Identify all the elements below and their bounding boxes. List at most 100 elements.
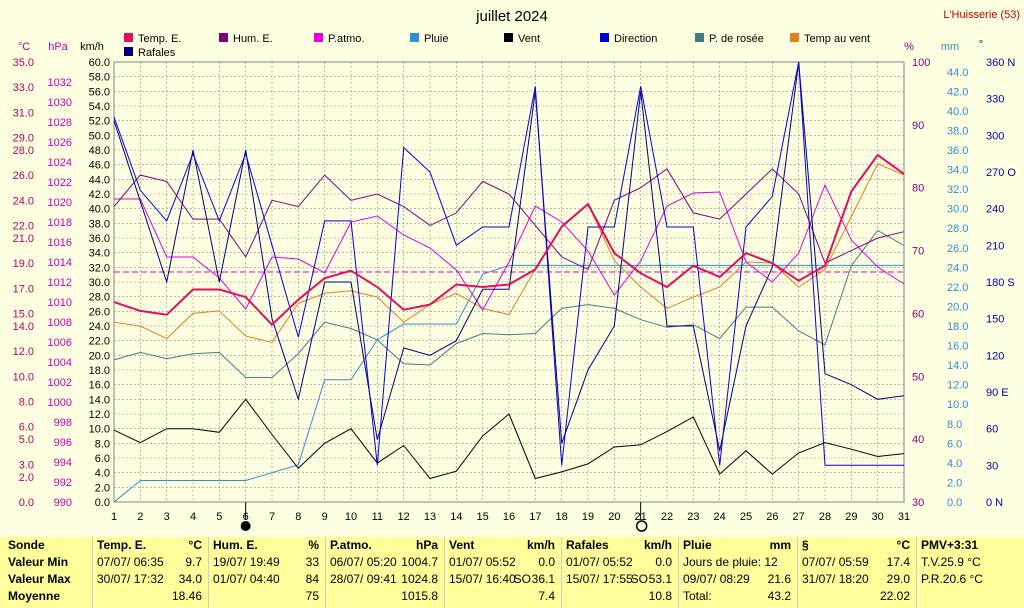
axis-tick-label-rain: 22.0 xyxy=(947,282,968,294)
axis-tick-label-press: 1018 xyxy=(48,217,72,229)
min-datetime: 19/07/ 19:49 xyxy=(213,555,280,569)
axis-tick-label-dir: 270 O xyxy=(986,167,1016,179)
legend-label: Rafales xyxy=(138,47,176,59)
series-line-p-de-ros-e xyxy=(113,229,905,378)
min-datetime: 01/07/ 05:52 xyxy=(566,555,633,569)
min-row: 07/07/ 06:35 9.7 xyxy=(93,554,208,571)
section-header: Vent km/h xyxy=(445,537,561,554)
axis-tick-label-speed: 12.0 xyxy=(89,409,110,421)
axis-tick-label-dir: 30 xyxy=(986,460,998,472)
summary-row-labels: Sonde Valeur Min Valeur Max Moyenne xyxy=(0,537,92,608)
min-row: Jours de pluie: 12 xyxy=(679,554,797,571)
row-label: Valeur Max xyxy=(8,572,71,586)
x-tick-label: 13 xyxy=(424,511,436,523)
max-datetime: 15/07/ 16:40 xyxy=(449,572,516,586)
axis-tick-label-temp: 0.0 xyxy=(19,497,34,509)
axis-tick-label-rain: 6.0 xyxy=(947,438,962,450)
avg-value: 43.2 xyxy=(767,589,791,603)
max-value: 1024.8 xyxy=(401,571,438,588)
avg-value: 1015.8 xyxy=(401,589,438,603)
axis-tick-label-dir: 210 xyxy=(986,240,1004,252)
axis-tick-label-temp: 3.0 xyxy=(19,459,34,471)
weather-chart: 0.0 2.0 3.0 5.0 6.0 8.0 10.0 12.0 14.0 15.0 17.0 19… xyxy=(12,8,1020,532)
section-unit: km/h xyxy=(643,538,672,552)
section-header: Pluie mm xyxy=(679,537,797,554)
axis-tick-label-dir: 90 E xyxy=(986,387,1009,399)
axis-tick-label-press: 1014 xyxy=(48,257,72,269)
min-row: 01/07/ 05:52 0.0 xyxy=(562,554,678,571)
axis-tick-label-speed: 60.0 xyxy=(89,57,110,69)
max-row: P.R.20.6 °C xyxy=(917,571,1024,588)
series-line-temp-e- xyxy=(113,153,905,327)
avg-value: 7.4 xyxy=(538,589,555,603)
axis-tick-label-press: 1016 xyxy=(48,237,72,249)
axis-tick-label-dir: 120 xyxy=(986,350,1004,362)
section-unit: hPa xyxy=(415,538,438,552)
legend-label: Temp au vent xyxy=(804,33,870,45)
section-title: Temp. E. xyxy=(97,538,147,552)
x-tick-label: 26 xyxy=(766,511,778,523)
max-value: 21.6 xyxy=(767,571,791,588)
axis-tick-label-speed: 50.0 xyxy=(89,130,110,142)
series-line-vent xyxy=(113,398,905,480)
max-row: 31/07/ 18:20 29.0 xyxy=(798,571,916,588)
axis-tick-label-speed: 34.0 xyxy=(89,248,110,260)
x-tick-label: 18 xyxy=(556,511,568,523)
x-tick-label: 19 xyxy=(582,511,594,523)
axis-tick-label-speed: 28.0 xyxy=(89,292,110,304)
axis-tick-label-press: 1000 xyxy=(48,397,72,409)
axis-tick-label-temp: 2.0 xyxy=(19,472,34,484)
axis-tick-label-temp: 35.0 xyxy=(13,57,34,69)
min-row: 01/07/ 05:52 0.0 xyxy=(445,554,561,571)
x-tick-label: 8 xyxy=(295,511,301,523)
axis-tick-label-speed: 32.0 xyxy=(89,262,110,274)
axis-tick-label-temp: 15.0 xyxy=(13,308,34,320)
axis-tick-label-speed: 58.0 xyxy=(89,72,110,84)
axis-tick-label-speed: 52.0 xyxy=(89,116,110,128)
section-header: Hum. E.% xyxy=(209,537,325,554)
legend-swatch xyxy=(695,33,704,42)
x-tick-label: 11 xyxy=(372,511,383,523)
row-label: Sonde xyxy=(8,538,45,552)
min-value: 0.0 xyxy=(655,555,672,569)
axis-tick-label-rain: 10.0 xyxy=(947,399,968,411)
x-tick-label: 2 xyxy=(137,511,143,523)
max-datetime: P.R.20.6 °C xyxy=(921,572,983,586)
axis-tick-label-press: 1032 xyxy=(48,77,72,89)
legend-swatch xyxy=(600,33,609,42)
summary-section: Vent km/h 01/07/ 05:52 0.0 15/07/ 16:40 SO 36.… xyxy=(444,537,561,608)
axis-tick-label-speed: 42.0 xyxy=(89,189,110,201)
axis-tick-label-speed: 16.0 xyxy=(89,380,110,392)
min-datetime: 07/07/ 05:59 xyxy=(802,555,869,569)
min-datetime: 01/07/ 05:52 xyxy=(449,555,516,569)
axis-tick-label-speed: 0.0 xyxy=(95,497,110,509)
x-tick-label: 3 xyxy=(164,511,170,523)
axis-tick-label-press: 1006 xyxy=(48,337,72,349)
axis-tick-label-rain: 16.0 xyxy=(947,341,968,353)
axis-tick-label-rain: 36.0 xyxy=(947,145,968,157)
avg-row: Total: 43.2 xyxy=(679,588,797,605)
legend-swatch xyxy=(219,33,228,42)
x-tick-label: 23 xyxy=(687,511,699,523)
station-name: L'Huisserie (53) xyxy=(943,9,1020,21)
series-line-hum-e- xyxy=(113,168,905,271)
series-line-p-atmo- xyxy=(114,183,905,311)
axis-tick-label-temp: 26.0 xyxy=(13,170,34,182)
legend-swatch xyxy=(790,33,799,42)
max-datetime: 31/07/ 18:20 xyxy=(802,572,869,586)
axis-tick-label-dir: 150 xyxy=(986,314,1004,326)
x-tick-label: 4 xyxy=(190,511,196,523)
axis-tick-label-dir: 180 S xyxy=(986,277,1015,289)
summary-section: § °C 07/07/ 05:59 17.4 31/07/ 18:20 29.0 22.02 xyxy=(797,537,916,608)
axis-tick-label-rain: 34.0 xyxy=(947,165,968,177)
axis-tick-label-hum: 40 xyxy=(912,434,924,446)
axis-tick-label-rain: 8.0 xyxy=(947,419,962,431)
axis-tick-label-temp: 5.0 xyxy=(19,434,34,446)
unit-press: hPa xyxy=(48,41,68,53)
summary-section: Temp. E. °C 07/07/ 06:35 9.7 30/07/ 17:32 34.… xyxy=(92,537,208,608)
legend-label: Vent xyxy=(518,33,540,45)
axis-tick-label-rain: 4.0 xyxy=(947,458,962,470)
axis-tick-label-temp: 29.0 xyxy=(13,132,34,144)
unit-speed: km/h xyxy=(80,41,104,53)
axis-tick-label-speed: 18.0 xyxy=(89,365,110,377)
